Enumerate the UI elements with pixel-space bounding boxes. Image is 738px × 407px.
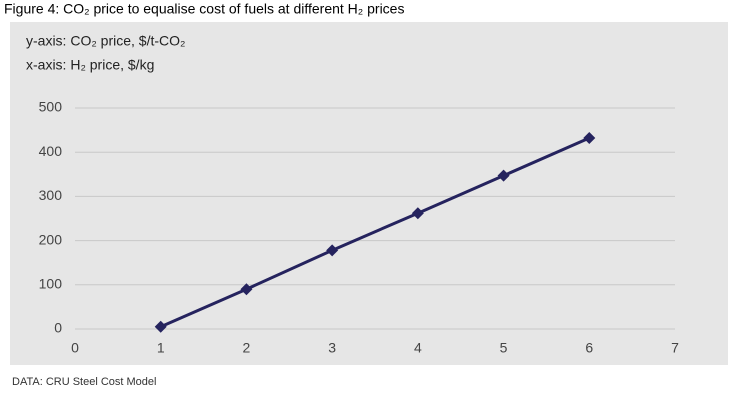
x-tick-label: 0 <box>71 340 79 356</box>
data-point <box>154 320 167 333</box>
x-tick-label: 1 <box>157 340 165 356</box>
x-axis-label: x-axis: H₂ price, $/kg <box>26 57 154 73</box>
y-tick-label: 200 <box>39 231 63 247</box>
data-point <box>583 132 596 145</box>
data-point <box>411 207 424 220</box>
y-tick-label: 0 <box>54 320 62 336</box>
plot-background <box>10 22 728 365</box>
chart-title: Figure 4: CO₂ price to equalise cost of … <box>4 1 404 17</box>
y-tick-label: 100 <box>39 276 63 292</box>
data-point <box>326 244 339 257</box>
x-tick-label: 3 <box>328 340 336 356</box>
x-tick-label: 4 <box>414 340 422 356</box>
source: DATA: CRU Steel Cost Model <box>12 376 156 388</box>
y-tick-label: 300 <box>39 187 63 203</box>
y-tick-label: 500 <box>39 99 63 115</box>
x-tick-label: 7 <box>671 340 679 356</box>
y-tick-label: 400 <box>39 143 63 159</box>
data-line <box>160 136 590 329</box>
x-tick-label: 6 <box>585 340 593 356</box>
y-axis-label: y-axis: CO₂ price, $/t-CO₂ <box>26 33 185 49</box>
x-tick-label: 5 <box>500 340 508 356</box>
data-point <box>240 283 253 296</box>
x-tick-label: 2 <box>243 340 251 356</box>
data-point <box>497 169 510 182</box>
